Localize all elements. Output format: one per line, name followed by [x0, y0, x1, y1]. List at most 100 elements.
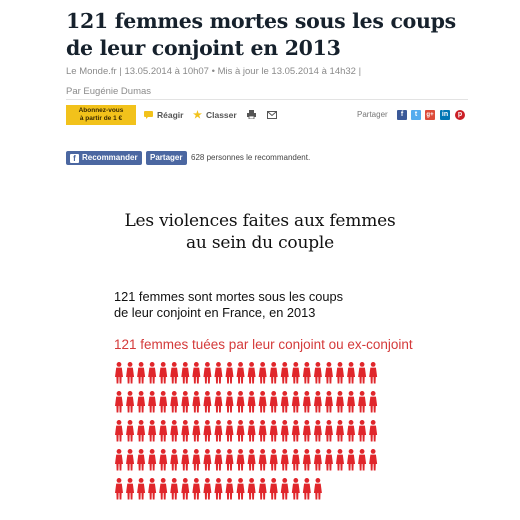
- woman-figure-icon: [192, 478, 201, 500]
- woman-figure-icon: [258, 420, 267, 442]
- woman-figure-icon: [247, 362, 256, 384]
- woman-figure-icon: [302, 391, 311, 413]
- woman-figure-icon: [358, 362, 367, 384]
- classer-button[interactable]: ★ Classer: [193, 110, 237, 121]
- infographic-title-line-1: Les violences faites aux femmes: [124, 211, 396, 231]
- woman-figure-icon: [258, 391, 267, 413]
- article-headline: 121 femmes mortes sous les coups de leur…: [66, 8, 506, 62]
- classer-label: Classer: [205, 110, 237, 120]
- woman-figure-icon: [115, 449, 123, 471]
- woman-figure-icon: [302, 362, 311, 384]
- woman-figure-icon: [336, 362, 344, 384]
- email-button[interactable]: [267, 110, 281, 121]
- woman-figure-icon: [324, 449, 333, 471]
- mail-icon: [267, 110, 277, 121]
- woman-figure-icon: [170, 362, 179, 384]
- facebook-logo-icon: f: [70, 154, 79, 163]
- woman-figure-icon: [347, 362, 356, 384]
- woman-figure-icon: [126, 449, 135, 471]
- woman-figure-icon: [236, 420, 245, 442]
- woman-figure-icon: [115, 478, 123, 500]
- recommend-label: Recommander: [82, 153, 138, 162]
- woman-figure-icon: [236, 362, 245, 384]
- woman-figure-icon: [302, 420, 311, 442]
- woman-figure-icon: [369, 391, 378, 413]
- woman-figure-icon: [137, 420, 146, 442]
- woman-figure-icon: [159, 449, 168, 471]
- woman-figure-icon: [313, 478, 322, 500]
- woman-figure-icon: [280, 362, 289, 384]
- woman-figure-icon: [192, 449, 201, 471]
- woman-figure-icon: [347, 391, 356, 413]
- woman-figure-icon: [358, 449, 367, 471]
- woman-figure-icon: [126, 362, 135, 384]
- recommend-count: 628 personnes le recommandent.: [191, 153, 311, 162]
- woman-figure-icon: [181, 391, 190, 413]
- woman-figure-icon: [324, 391, 333, 413]
- twitter-icon[interactable]: t: [411, 110, 421, 120]
- woman-figure-icon: [358, 391, 367, 413]
- article-meta: Le Monde.fr | 13.05.2014 à 10h07 • Mis à…: [66, 66, 362, 77]
- print-button[interactable]: [247, 110, 260, 121]
- woman-figure-icon: [203, 391, 212, 413]
- woman-figure-icon: [225, 420, 234, 442]
- woman-figure-icon: [369, 420, 378, 442]
- headline-line-2: de leur conjoint en 2013: [66, 36, 341, 60]
- print-icon: [247, 110, 256, 121]
- react-button[interactable]: Réagir: [144, 110, 183, 121]
- infographic-subtitle-line-1: 121 femmes sont mortes sous les coups: [114, 289, 344, 304]
- woman-figure-icon: [247, 420, 256, 442]
- subscribe-label-1: Abonnez-vous: [78, 107, 124, 114]
- infographic-title-line-2: au sein du couple: [186, 233, 334, 253]
- woman-figure-icon: [192, 362, 201, 384]
- facebook-share-button[interactable]: Partager: [146, 151, 187, 165]
- infographic-title: Les violences faites aux femmes au sein …: [80, 210, 440, 254]
- infographic-red-caption: 121 femmes tuées par leur conjoint ou ex…: [114, 337, 413, 352]
- woman-figure-icon: [336, 391, 344, 413]
- woman-figure-icon: [291, 420, 300, 442]
- woman-figure-icon: [336, 420, 344, 442]
- woman-figure-icon: [258, 478, 267, 500]
- facebook-icon[interactable]: f: [397, 110, 407, 120]
- google-plus-icon[interactable]: g+: [425, 110, 435, 120]
- woman-figure-icon: [291, 449, 300, 471]
- woman-figure-icon: [159, 420, 168, 442]
- share-label: Partager: [357, 110, 388, 119]
- woman-figure-icon: [148, 420, 157, 442]
- woman-figure-icon: [302, 449, 311, 471]
- woman-figure-icon: [236, 478, 245, 500]
- woman-figure-icon: [115, 362, 123, 384]
- infographic-subtitle-line-2: de leur conjoint en France, en 2013: [114, 305, 316, 320]
- woman-figure-icon: [358, 420, 367, 442]
- fb-share-label: Partager: [150, 153, 183, 162]
- woman-figure-icon: [225, 391, 234, 413]
- subscribe-button[interactable]: Abonnez-vous à partir de 1 €: [66, 105, 136, 125]
- woman-figure-icon: [192, 391, 201, 413]
- woman-figure-icon: [137, 362, 146, 384]
- woman-figure-icon: [291, 391, 300, 413]
- woman-figure-icon: [225, 478, 234, 500]
- infographic-subtitle: 121 femmes sont mortes sous les coups de…: [114, 289, 434, 321]
- woman-figure-icon: [115, 420, 123, 442]
- woman-figure-icon: [291, 478, 300, 500]
- woman-figure-icon: [269, 391, 278, 413]
- woman-figure-icon: [336, 449, 344, 471]
- woman-figure-icon: [313, 362, 322, 384]
- comment-icon: [144, 110, 153, 121]
- facebook-recommend-button[interactable]: f Recommander: [66, 151, 142, 165]
- react-label: Réagir: [157, 110, 184, 120]
- woman-figure-icon: [159, 391, 168, 413]
- woman-figure-icon: [192, 420, 201, 442]
- woman-figure-icon: [313, 391, 322, 413]
- woman-figure-icon: [126, 420, 135, 442]
- pinterest-icon[interactable]: p: [455, 110, 465, 120]
- woman-figure-icon: [203, 362, 212, 384]
- linkedin-icon[interactable]: in: [440, 110, 450, 120]
- woman-figure-icon: [148, 478, 157, 500]
- woman-figure-icon: [324, 420, 333, 442]
- subscribe-label-2: à partir de 1 €: [79, 115, 123, 122]
- woman-figure-icon: [269, 478, 278, 500]
- woman-figure-icon: [159, 362, 168, 384]
- woman-figure-icon: [247, 478, 256, 500]
